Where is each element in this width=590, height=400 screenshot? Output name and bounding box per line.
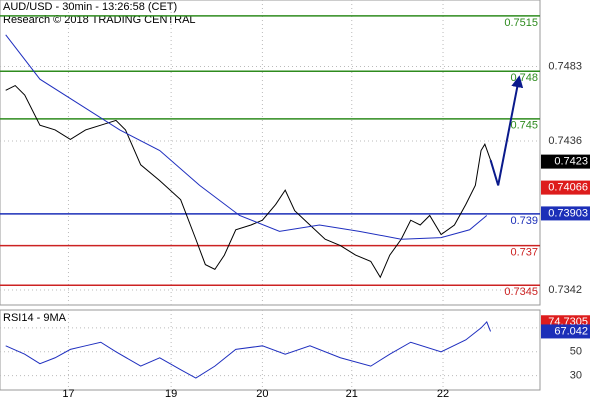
level-label: 0.748 xyxy=(510,72,538,84)
chart-subtitle: Research © 2018 TRADING CENTRAL xyxy=(3,14,196,26)
price-tag xyxy=(541,180,590,195)
price-frame xyxy=(0,0,541,306)
x-tick-label: 21 xyxy=(346,388,358,400)
level-label: 0.745 xyxy=(510,120,538,132)
x-tick-label: 19 xyxy=(165,388,177,400)
x-tick-label: 20 xyxy=(256,388,268,400)
rsi-title: RSI14 - 9MA xyxy=(3,312,67,324)
x-tick-label: 22 xyxy=(437,388,449,400)
y-tick-label: 0.7436 xyxy=(548,135,582,147)
series-line xyxy=(489,75,524,186)
price-tag-label: 0.74066 xyxy=(548,182,588,194)
price-tag xyxy=(541,154,590,169)
price-tag-label: 0.7423 xyxy=(554,156,588,168)
level-label: 0.7515 xyxy=(504,17,538,29)
level-label: 0.737 xyxy=(510,246,538,258)
y-tick-label: 50 xyxy=(570,346,582,358)
y-tick-label: 30 xyxy=(570,370,582,382)
y-tick-label: 0.7342 xyxy=(548,284,582,296)
chart-title: AUD/USD - 30min - 13:26:58 (CET) xyxy=(3,1,177,13)
series-line xyxy=(5,321,492,379)
series-line xyxy=(5,84,492,279)
level-label: 0.739 xyxy=(510,215,538,227)
price-tag-label: 0.73903 xyxy=(548,207,588,219)
rsi-frame xyxy=(0,309,541,391)
price-tag-label: 67.042 xyxy=(554,325,588,337)
price-tag xyxy=(541,324,590,339)
y-tick-label: 0.7483 xyxy=(548,60,582,72)
level-label: 0.7345 xyxy=(504,286,538,298)
x-tick-label: 17 xyxy=(62,388,74,400)
series-line xyxy=(5,34,488,240)
price-tag xyxy=(541,206,590,221)
